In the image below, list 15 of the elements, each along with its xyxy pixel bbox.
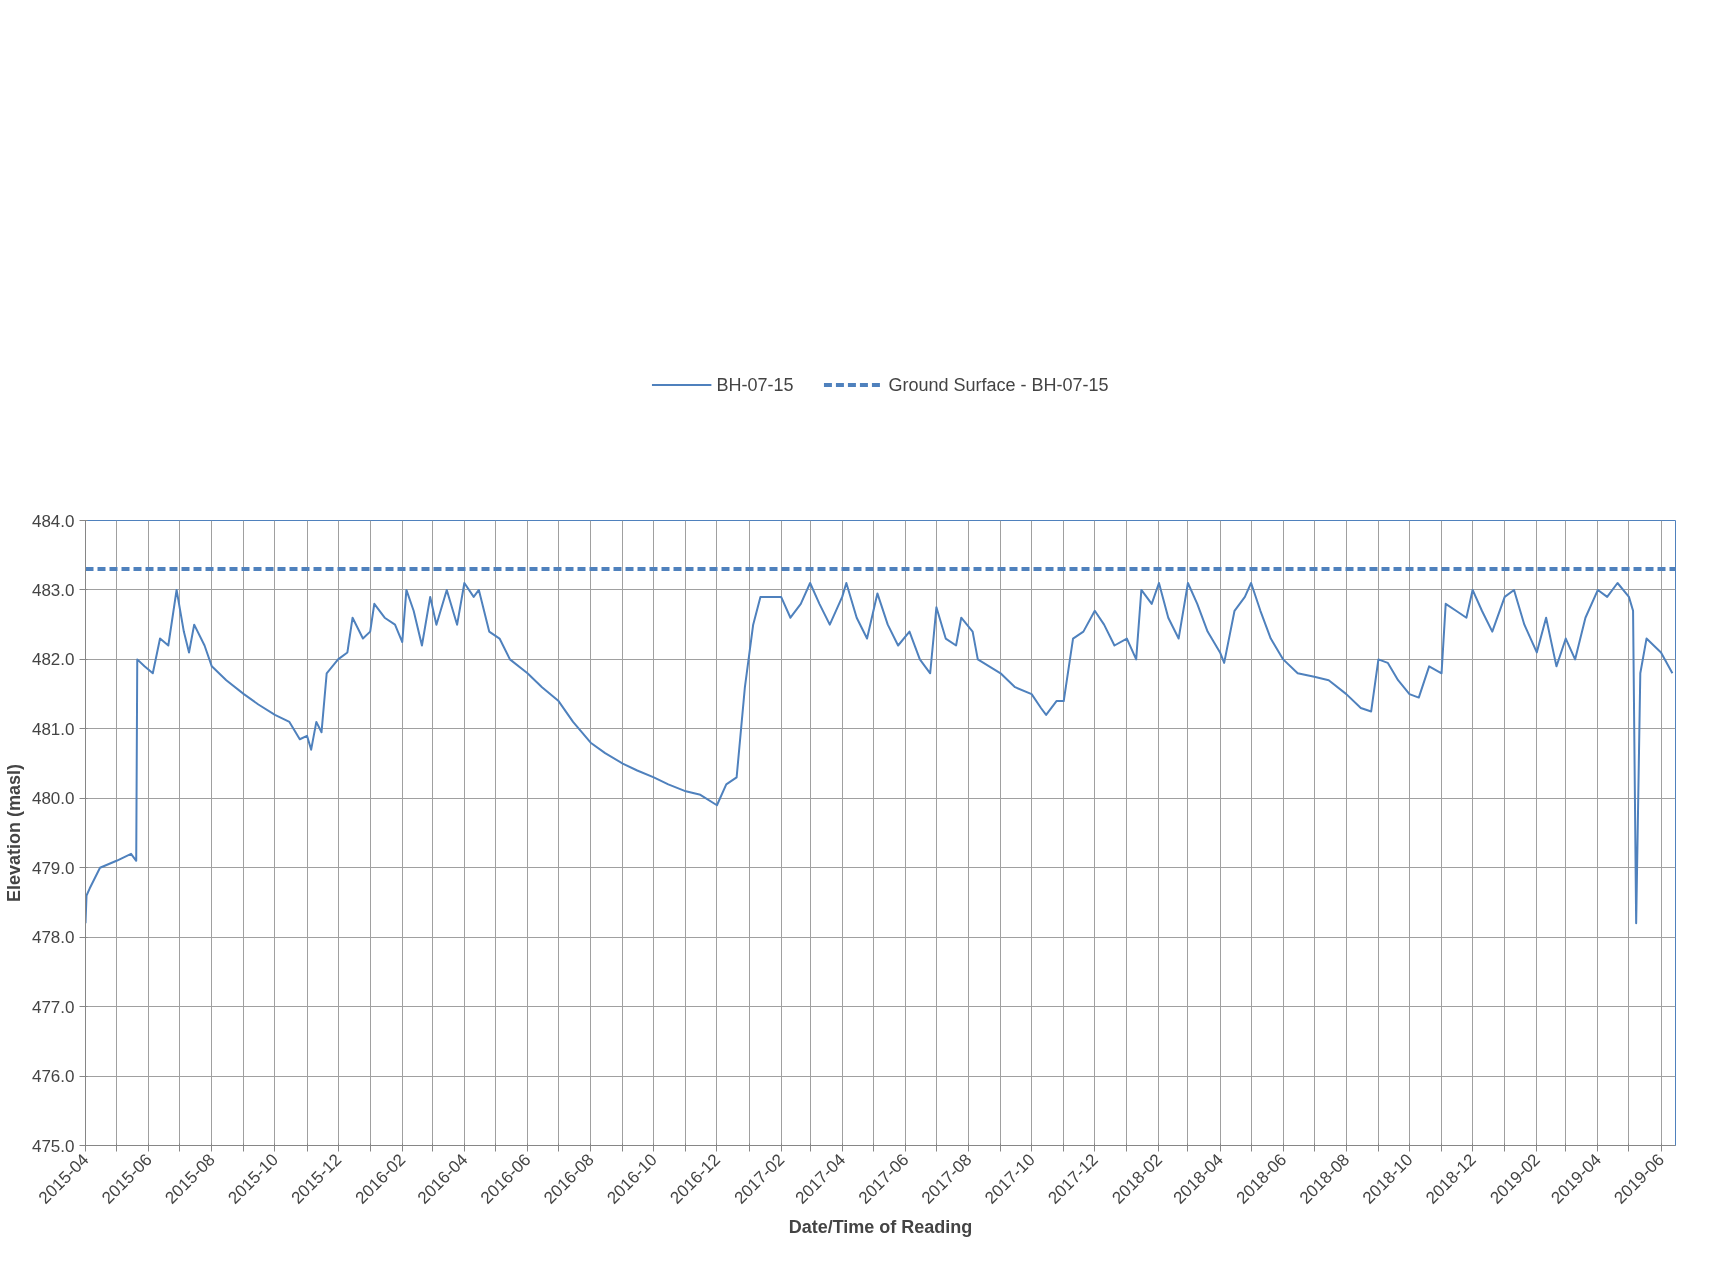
y-tick-label: 482.0 [31, 650, 75, 670]
y-tick-label: 475.0 [31, 1136, 75, 1156]
y-tick-label: 476.0 [31, 1067, 75, 1087]
x-axis-title: Date/Time of Reading [788, 1217, 973, 1238]
y-tick-label: 479.0 [31, 858, 75, 878]
y-tick-label: 483.0 [31, 580, 75, 600]
line-series [85, 582, 1674, 925]
y-axis-title: Elevation (masl) [3, 763, 24, 903]
y-tick-label: 481.0 [31, 719, 75, 739]
legend-label: BH-07-15 [716, 374, 794, 396]
y-tick-label: 480.0 [31, 789, 75, 809]
y-tick-label: 484.0 [31, 511, 75, 531]
y-tick-label: 477.0 [31, 997, 75, 1017]
legend-label: Ground Surface - BH-07-15 [888, 374, 1109, 396]
y-tick-label: 478.0 [31, 928, 75, 948]
